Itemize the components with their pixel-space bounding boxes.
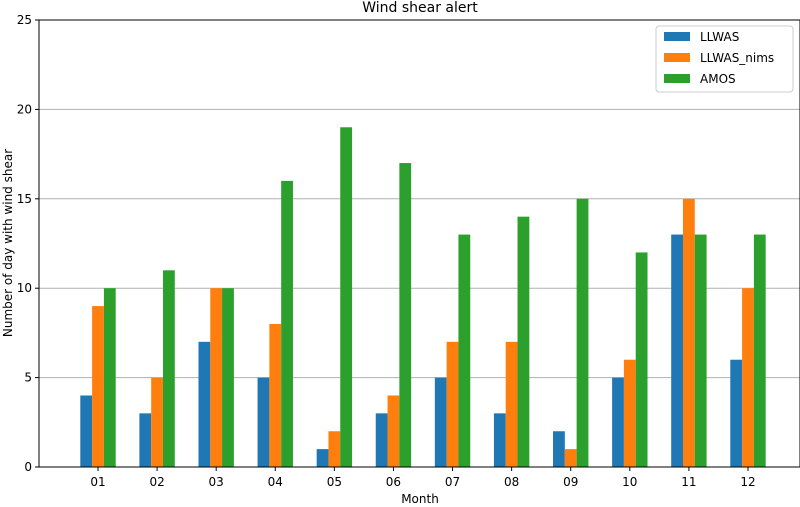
x-tick-label: 05 <box>327 475 342 489</box>
y-tick-label: 20 <box>17 102 32 116</box>
legend-swatch <box>664 53 690 62</box>
bar-llwas-01 <box>80 395 93 467</box>
bar-amos-12 <box>753 234 766 467</box>
bar-amos-02 <box>162 270 175 467</box>
legend-label: LLWAS <box>700 30 739 44</box>
bar-llwas-09 <box>553 431 565 467</box>
legend-label: AMOS <box>700 72 736 86</box>
y-tick-label: 10 <box>17 281 32 295</box>
y-axis: 0 5 10 15 20 25 <box>17 13 39 474</box>
x-tick-label: 02 <box>149 475 164 489</box>
bar-llwas-nims-09 <box>564 449 577 467</box>
bar-llwas-05 <box>316 449 329 467</box>
bar-llwas-nims-04 <box>269 323 282 467</box>
bar-amos-01 <box>103 288 116 467</box>
bar-llwas-03 <box>198 341 211 467</box>
bar-amos-04 <box>281 180 293 468</box>
x-tick-label: 12 <box>740 475 755 489</box>
bar-llwas-nims-07 <box>446 341 459 467</box>
x-axis: 01 02 03 04 05 06 07 08 09 10 11 12 <box>90 467 756 489</box>
bar-amos-05 <box>340 127 353 467</box>
bar-amos-06 <box>399 163 412 468</box>
bar-llwas-nims-03 <box>210 288 223 467</box>
bar-llwas-10 <box>612 377 624 467</box>
y-tick-label: 15 <box>17 192 32 206</box>
x-tick-label: 03 <box>209 475 224 489</box>
bar-llwas-11 <box>671 234 683 467</box>
chart-title: Wind shear alert <box>362 0 478 16</box>
bar-llwas-07 <box>434 377 447 467</box>
legend-swatch <box>664 74 690 83</box>
bar-amos-09 <box>576 198 589 468</box>
bar-llwas-nims-08 <box>505 341 518 467</box>
bar-llwas-06 <box>375 413 388 467</box>
bar-llwas-12 <box>730 359 743 467</box>
x-tick-label: 11 <box>681 475 696 489</box>
x-tick-label: 08 <box>504 475 519 489</box>
bar-amos-07 <box>458 234 471 467</box>
bar-llwas-nims-11 <box>683 198 695 468</box>
y-tick-label: 25 <box>17 13 32 27</box>
legend-label: LLWAS_nims <box>700 51 774 65</box>
bar-llwas-nims-01 <box>92 306 104 467</box>
bar-llwas-02 <box>139 413 152 467</box>
bar-llwas-04 <box>257 377 270 467</box>
y-axis-label: Number of day with wind shear <box>1 149 15 337</box>
legend-swatch <box>664 32 690 41</box>
bar-amos-08 <box>517 216 530 467</box>
x-axis-label: Month <box>401 492 439 506</box>
bar-amos-03 <box>222 288 234 467</box>
bars <box>80 127 766 468</box>
x-tick-label: 07 <box>445 475 460 489</box>
bar-llwas-nims-05 <box>328 431 341 467</box>
y-tick-label: 0 <box>24 460 32 474</box>
legend: LLWAS LLWAS_nims AMOS <box>655 25 794 93</box>
bar-llwas-nims-12 <box>742 288 754 467</box>
legend-box <box>655 25 794 93</box>
x-tick-label: 06 <box>386 475 401 489</box>
y-tick-label: 5 <box>24 371 32 385</box>
bar-amos-10 <box>635 252 648 467</box>
x-tick-label: 01 <box>90 475 105 489</box>
bar-llwas-08 <box>493 413 506 467</box>
bar-llwas-nims-10 <box>623 359 636 467</box>
bar-llwas-nims-02 <box>151 377 163 467</box>
x-tick-label: 10 <box>622 475 637 489</box>
bar-amos-11 <box>694 234 707 467</box>
x-tick-label: 04 <box>268 475 283 489</box>
bar-llwas-nims-06 <box>387 395 400 467</box>
plot-frame <box>38 19 800 468</box>
x-tick-label: 09 <box>563 475 578 489</box>
